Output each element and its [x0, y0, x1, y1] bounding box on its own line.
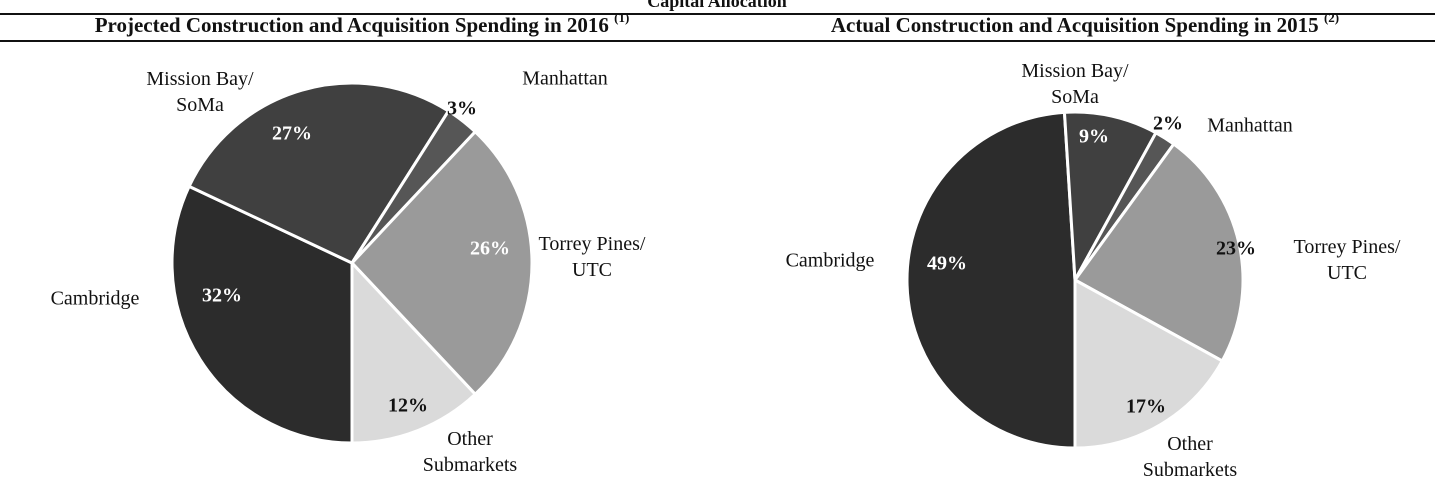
footnote: (2) [1324, 10, 1339, 25]
category-label: Mission Bay/SoMa [1021, 60, 1129, 108]
category-label: Manhattan [1207, 115, 1293, 137]
title-text: Actual Construction and Acquisition Spen… [831, 13, 1319, 37]
category-label: Manhattan [522, 68, 608, 90]
pie-slice [1073, 278, 1224, 450]
category-label: Other Submarkets [423, 428, 518, 476]
title-text: Projected Construction and Acquisition S… [95, 13, 609, 37]
value-label: 2% [1153, 113, 1183, 135]
pie-slice [1062, 110, 1158, 282]
pie-slice [905, 110, 1077, 450]
category-label: Torrey Pines/UTC [539, 233, 646, 281]
value-label: 9% [1079, 126, 1109, 148]
page-title: Capital Allocation [647, 0, 787, 11]
category-label: Mission Bay/SoMa [146, 68, 254, 116]
value-label: 26% [470, 238, 510, 260]
chart-title: Actual Construction and Acquisition Spen… [831, 10, 1339, 37]
pie-slice [1073, 142, 1245, 363]
value-label: 23% [1216, 238, 1256, 260]
value-label: 3% [447, 98, 477, 120]
value-label: 12% [388, 395, 428, 417]
chart-title: Projected Construction and Acquisition S… [95, 10, 630, 37]
category-label: Other Submarkets [1143, 433, 1238, 480]
pie-slice [187, 81, 450, 265]
footnote: (1) [614, 10, 629, 25]
category-label: Cambridge [786, 250, 875, 272]
value-label: 49% [927, 253, 967, 275]
pie-slice [350, 261, 477, 445]
value-label: 27% [272, 123, 312, 145]
value-label: 32% [202, 285, 242, 307]
pie-slice [170, 184, 354, 445]
value-label: 17% [1126, 396, 1166, 418]
pie-slice [350, 130, 534, 396]
category-label: Torrey Pines/UTC [1294, 236, 1401, 284]
category-label: Cambridge [51, 288, 140, 310]
